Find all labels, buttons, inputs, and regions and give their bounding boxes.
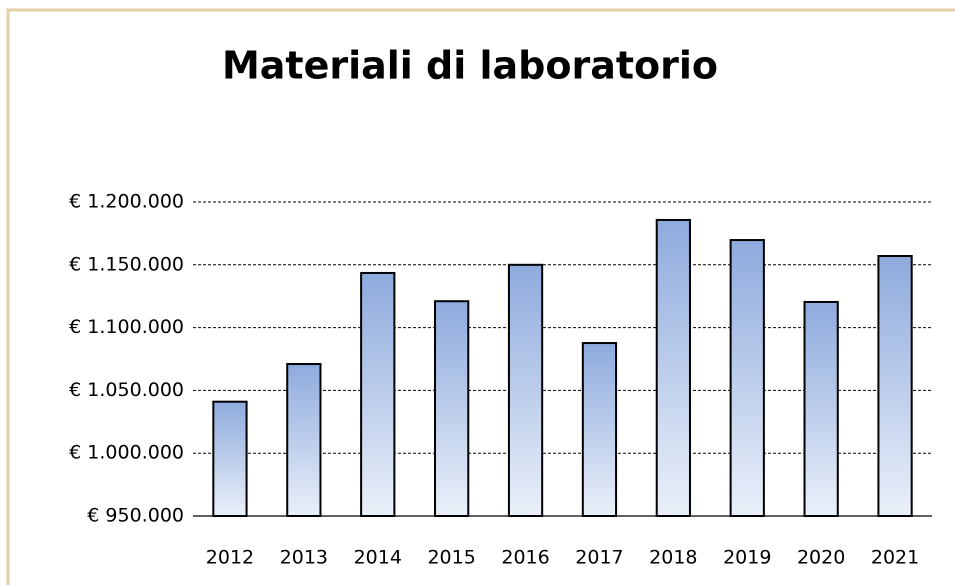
x-tick-label: 2020 — [797, 547, 845, 569]
x-tick-label: 2013 — [280, 547, 328, 569]
x-tick-label: 2015 — [427, 547, 475, 569]
bar — [803, 300, 839, 517]
bar — [729, 239, 765, 517]
bar — [507, 263, 544, 517]
y-tick-label: € 1.150.000 — [69, 253, 184, 275]
bar — [434, 300, 470, 517]
bar — [877, 255, 913, 517]
y-tick-label: € 1.200.000 — [69, 191, 184, 213]
x-tick-label: 2017 — [575, 547, 623, 569]
bar — [655, 218, 691, 518]
x-tick-label: 2016 — [501, 547, 549, 569]
chart-title: Materiali di laboratorio — [222, 44, 718, 88]
x-tick-label: 2021 — [871, 547, 919, 569]
x-tick-label: 2014 — [354, 547, 402, 569]
y-tick-label: € 950.000 — [87, 505, 184, 527]
bar — [212, 400, 248, 518]
y-tick-label: € 1.050.000 — [69, 379, 184, 401]
x-tick-label: 2018 — [649, 547, 697, 569]
x-tick-label: 2019 — [723, 547, 771, 569]
bar — [286, 363, 322, 517]
chart-frame — [6, 8, 955, 585]
bar — [360, 271, 396, 517]
y-tick-label: € 1.000.000 — [69, 442, 184, 464]
y-tick-label: € 1.100.000 — [69, 316, 184, 338]
bar — [581, 342, 618, 517]
x-tick-label: 2012 — [206, 547, 254, 569]
